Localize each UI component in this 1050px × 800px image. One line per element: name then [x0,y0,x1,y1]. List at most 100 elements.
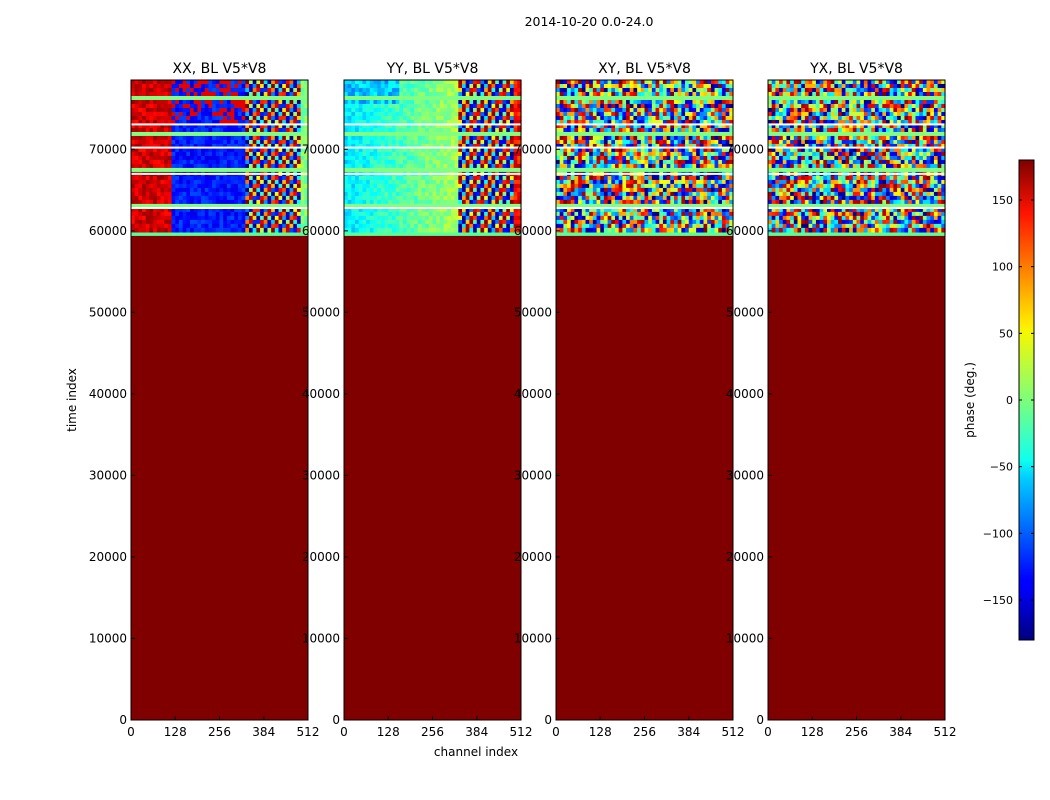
phase-cell [721,163,727,169]
phase-cell [425,91,430,97]
phase-cell [611,95,616,101]
phase-cell [369,99,375,105]
phase-cell [640,107,646,113]
phase-cell [208,191,213,197]
phase-cell [293,227,298,233]
phase-cell [436,175,441,181]
phase-cell [403,155,408,161]
phase-cell [476,91,482,97]
phase-cell [175,80,180,85]
phase-cell [296,191,302,197]
phase-cell [208,187,213,193]
phase-cell [190,91,195,97]
phase-cell [362,199,367,205]
phase-cell [473,131,478,137]
phase-cell [190,155,195,161]
phase-cell [403,87,408,93]
phase-cell [648,167,653,173]
phase-cell [480,115,485,121]
phase-cell [204,143,210,149]
phase-cell [304,211,309,217]
phase-cell [134,155,139,161]
phase-cell [384,135,389,141]
phase-cell [596,84,601,89]
phase-cell [556,163,561,169]
phase-cell [391,87,397,93]
phase-cell [729,87,734,93]
phase-cell [480,159,485,165]
phase-cell [190,183,195,189]
phase-cell [491,84,496,89]
phase-cell [160,199,165,205]
phase-cell [178,155,184,161]
phase-cell [487,107,493,113]
phase-cell [421,84,426,89]
phase-cell [655,127,660,133]
phase-cell [491,163,496,169]
phase-cell [674,111,679,117]
phase-cell [296,175,302,181]
phase-cell [607,80,612,85]
phase-cell [245,175,250,181]
phase-cell [517,107,522,113]
phase-cell [585,135,590,141]
phase-cell [589,95,594,101]
phase-cell [559,151,564,157]
phase-cell [417,95,423,101]
phase-cell [223,179,228,185]
phase-cell [212,211,217,217]
phase-cell [197,191,202,197]
phase-cell [403,175,408,181]
phase-cell [377,175,382,181]
phase-cell [725,163,730,169]
phase-cell [230,103,235,109]
phase-cell [190,159,195,165]
phase-cell [637,167,642,173]
phase-cell [171,183,176,189]
phase-cell [603,175,609,181]
phase-cell [344,107,349,113]
y-tick-label: 30000 [89,468,127,482]
phase-cell [149,155,154,161]
phase-cell [487,163,493,169]
phase-cell [201,175,206,181]
phase-cell [417,107,423,113]
phase-cell [622,123,627,129]
phase-cell [659,87,664,93]
phase-cell [249,107,254,113]
phase-cell [249,207,254,213]
phase-cell [384,139,389,145]
phase-cell [395,179,400,185]
phase-cell [395,119,400,125]
phase-cell [153,175,158,181]
phase-cell [611,143,616,149]
phase-cell [164,183,169,189]
phase-cell [469,111,474,117]
phase-cell [600,179,605,185]
phase-cell [344,84,349,89]
phase-cell [506,119,511,125]
phase-cell [513,223,518,229]
phase-cell [703,84,708,89]
phase-cell [138,191,143,197]
phase-cell [600,147,605,153]
phase-cell [428,139,434,145]
phase-cell [380,203,386,209]
phase-cell [223,131,228,137]
phase-cell [581,151,587,157]
phase-cell [692,80,697,85]
phase-cell [212,195,217,201]
phase-cell [289,175,294,181]
phase-cell [403,84,408,89]
phase-cell [513,115,518,121]
phase-cell [659,99,664,105]
phase-cell [447,203,452,209]
phase-cell [263,191,269,197]
phase-cell [267,227,272,233]
phase-cell [629,87,635,93]
phase-cell [252,115,257,121]
phase-cell [718,159,723,165]
phase-cell [134,115,139,121]
phase-cell [611,103,616,109]
phase-cell [237,143,243,149]
